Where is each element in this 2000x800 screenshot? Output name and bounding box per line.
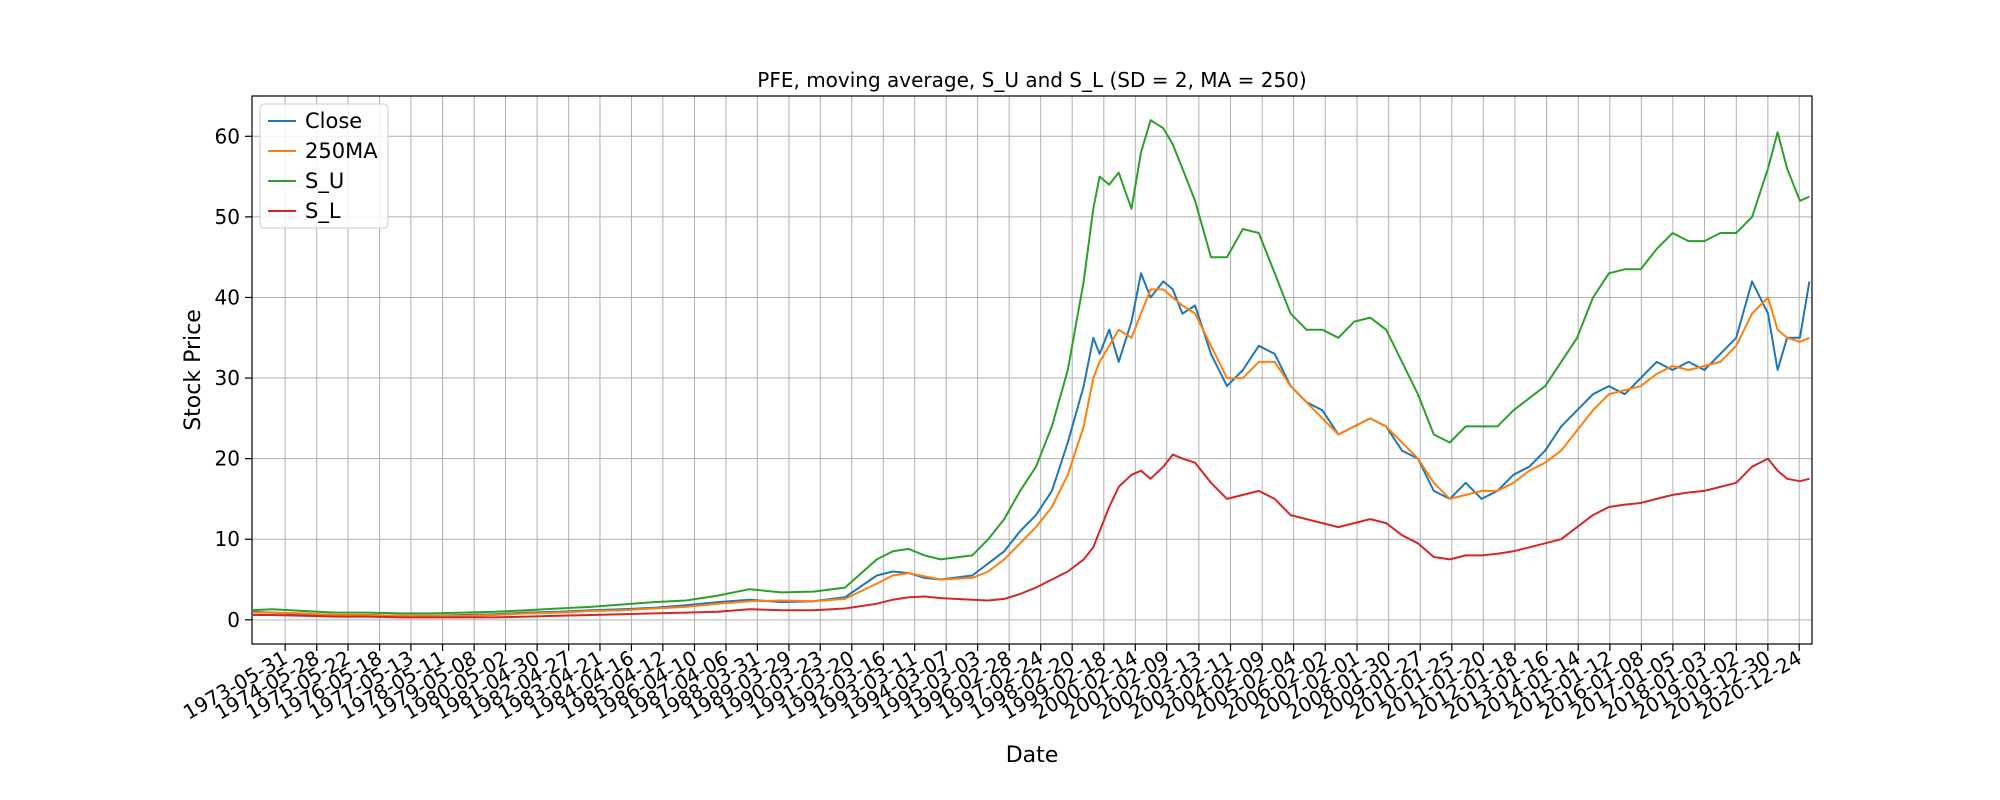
y-tick-label: 50 [215,205,240,229]
y-ticks: 0 10 20 30 40 50 60 [215,124,252,632]
y-tick-label: 30 [215,366,240,390]
series-layer [252,119,1811,619]
legend-entry: S_U [305,169,344,194]
y-tick-label: 40 [215,285,240,309]
y-tick-label: 10 [215,527,240,551]
x-ticks: 1973-05-311974-05-281975-05-221976-05-18… [179,644,1806,724]
legend: Close 250MA S_U S_L [259,103,389,229]
x-axis-label: Date [1006,743,1059,768]
legend-box [259,103,389,229]
plot-frame [251,95,1813,645]
y-tick-label: 20 [215,447,240,471]
chart-title: PFE, moving average, S_U and S_L (SD = 2… [757,68,1306,92]
series-line-s-l [253,453,1810,619]
series-line-250ma [253,288,1810,617]
legend-entry: 250MA [305,139,378,163]
legend-entry: Close [305,109,362,133]
series-line-s-u [252,119,1810,615]
y-axis-label: Stock Price [181,309,206,431]
legend-entry: S_L [305,199,341,224]
y-tick-label: 0 [227,608,240,632]
y-tick-label: 60 [215,124,240,148]
